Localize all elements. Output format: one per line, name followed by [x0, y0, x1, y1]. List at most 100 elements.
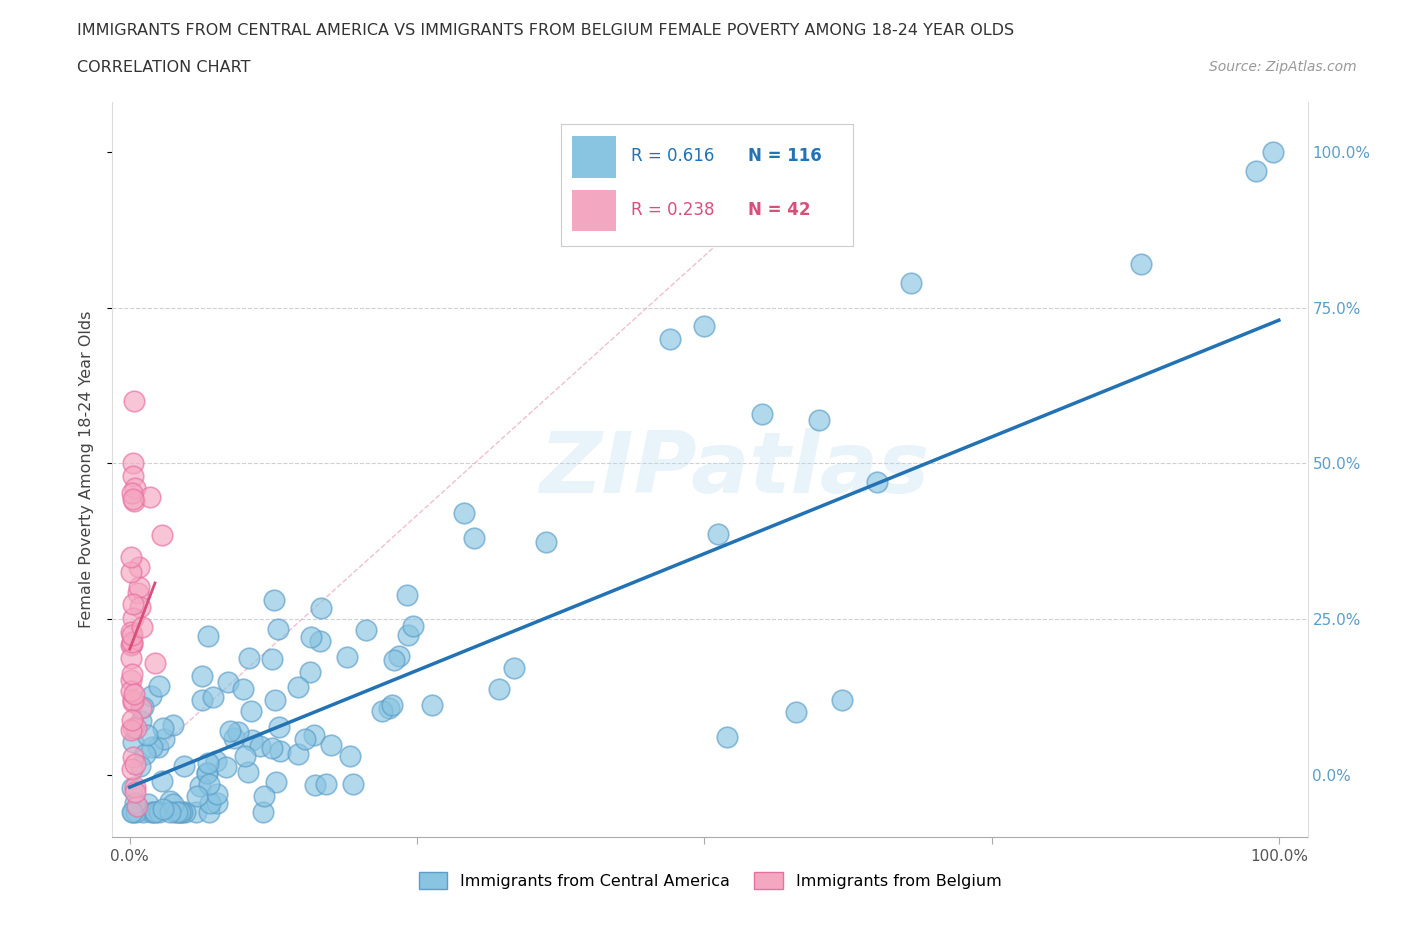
Point	[420, 698, 443, 712]
Point	[131, 713, 153, 728]
Point	[269, 744, 291, 759]
Point	[139, 489, 162, 504]
Point	[163, 804, 186, 819]
Point	[121, 636, 143, 651]
Point	[146, 739, 169, 754]
Point	[148, 804, 170, 819]
Point	[1261, 145, 1284, 160]
Point	[463, 531, 485, 546]
Point	[217, 675, 239, 690]
Point	[141, 804, 163, 819]
Point	[121, 693, 143, 708]
Point	[808, 412, 831, 427]
Point	[124, 785, 146, 800]
Point	[121, 485, 143, 500]
Point	[215, 760, 238, 775]
Point	[121, 804, 143, 819]
Point	[174, 804, 197, 819]
Point	[186, 804, 208, 819]
Point	[190, 778, 212, 793]
Point	[122, 686, 145, 701]
Point	[304, 727, 326, 742]
Point	[202, 689, 225, 704]
Point	[1129, 257, 1152, 272]
Point	[396, 627, 419, 642]
Point	[253, 789, 276, 804]
Point	[121, 627, 143, 642]
Point	[148, 678, 170, 693]
Point	[128, 579, 150, 594]
Point	[1244, 164, 1267, 179]
Point	[121, 611, 143, 626]
Point	[198, 804, 221, 819]
Point	[121, 804, 143, 819]
Point	[252, 804, 274, 819]
Point	[263, 592, 285, 607]
Point	[120, 565, 142, 579]
Point	[152, 721, 174, 736]
Point	[831, 693, 853, 708]
Y-axis label: Female Poverty Among 18-24 Year Olds: Female Poverty Among 18-24 Year Olds	[79, 311, 94, 629]
Point	[260, 741, 283, 756]
Point	[388, 648, 411, 663]
Point	[226, 724, 249, 739]
Point	[138, 796, 160, 811]
Point	[139, 689, 162, 704]
Point	[315, 777, 337, 791]
Point	[131, 619, 153, 634]
Point	[142, 804, 165, 819]
Point	[339, 748, 361, 763]
Point	[143, 656, 166, 671]
Point	[287, 747, 309, 762]
Point	[124, 481, 146, 496]
Point	[238, 650, 260, 665]
Point	[120, 637, 142, 652]
Point	[233, 749, 256, 764]
Point	[131, 804, 153, 819]
Point	[129, 701, 152, 716]
Point	[453, 506, 475, 521]
Point	[124, 796, 146, 811]
Point	[120, 723, 142, 737]
Point	[122, 597, 145, 612]
Point	[287, 680, 309, 695]
Point	[396, 588, 419, 603]
Point	[120, 624, 142, 639]
Point	[128, 600, 150, 615]
Point	[195, 765, 218, 780]
Point	[169, 804, 191, 819]
Point	[125, 721, 148, 736]
Point	[191, 669, 214, 684]
Point	[402, 618, 425, 633]
Point	[488, 681, 510, 696]
Text: ZIPatlas: ZIPatlas	[538, 428, 929, 512]
Text: IMMIGRANTS FROM CENTRAL AMERICA VS IMMIGRANTS FROM BELGIUM FEMALE POVERTY AMONG : IMMIGRANTS FROM CENTRAL AMERICA VS IMMIG…	[77, 23, 1015, 38]
Point	[122, 695, 145, 710]
Point	[294, 732, 316, 747]
Text: CORRELATION CHART: CORRELATION CHART	[77, 60, 250, 74]
Point	[384, 653, 406, 668]
Point	[266, 621, 288, 636]
Point	[900, 275, 922, 290]
Point	[136, 727, 159, 742]
Point	[354, 622, 377, 637]
Point	[236, 764, 259, 779]
Point	[269, 720, 291, 735]
Point	[169, 804, 191, 819]
Point	[200, 795, 222, 810]
Point	[121, 721, 143, 736]
Point	[534, 535, 557, 550]
Point	[298, 665, 321, 680]
Point	[693, 319, 716, 334]
Point	[121, 761, 143, 776]
Point	[120, 651, 142, 666]
Point	[122, 456, 145, 471]
Point	[336, 649, 359, 664]
Point	[204, 753, 226, 768]
Point	[218, 724, 240, 738]
Point	[124, 493, 146, 508]
Point	[266, 775, 288, 790]
Point	[309, 634, 332, 649]
Text: Source: ZipAtlas.com: Source: ZipAtlas.com	[1209, 60, 1357, 73]
Point	[162, 717, 184, 732]
